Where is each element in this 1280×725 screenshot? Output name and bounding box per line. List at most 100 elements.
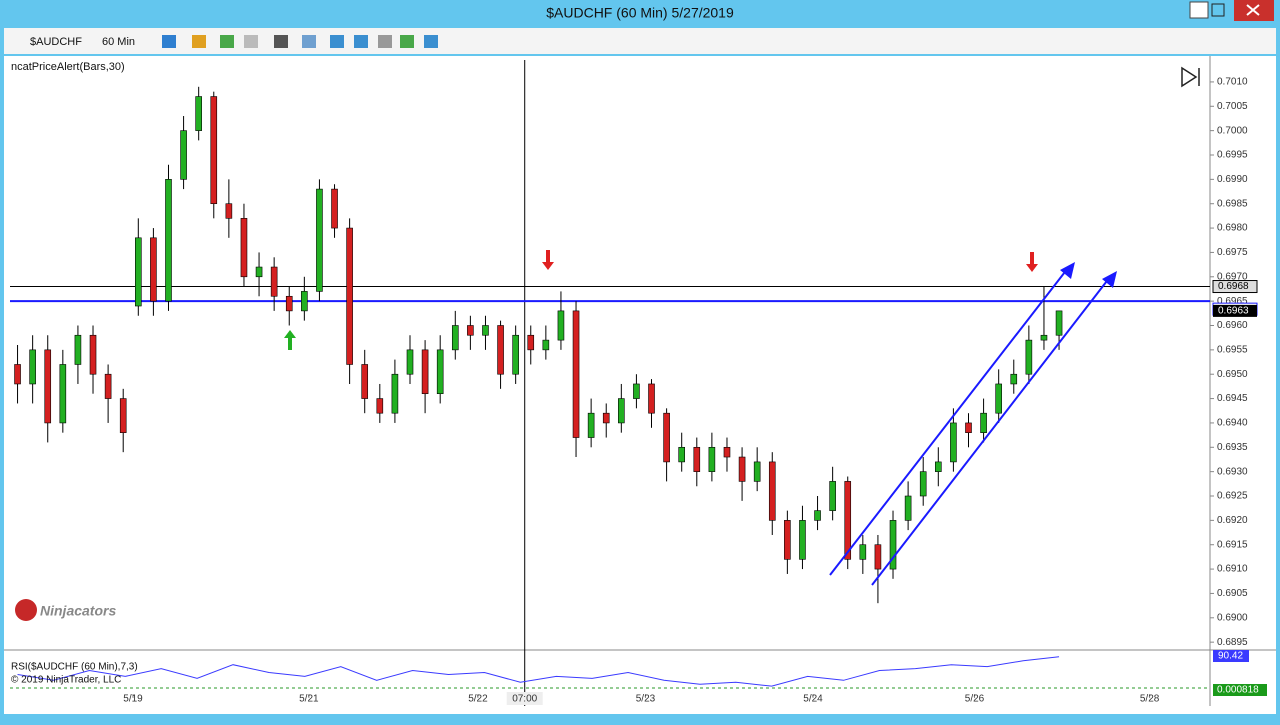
candle-body: [1055, 310, 1063, 336]
candle-body: [482, 325, 489, 336]
y-tick-label: 0.6995: [1217, 150, 1248, 161]
candle-body: [301, 291, 308, 312]
candle-body: [406, 349, 414, 375]
close-icon: [1246, 4, 1260, 16]
tool-icon[interactable]: [378, 35, 392, 48]
arrow-head: [1060, 262, 1075, 279]
candle-body: [451, 325, 459, 351]
scroll-end-button[interactable]: [1181, 66, 1200, 88]
candle-body: [316, 188, 323, 292]
tool-icon[interactable]: [400, 35, 414, 48]
y-tick-label: 0.6975: [1217, 247, 1248, 258]
candle-body: [557, 310, 565, 341]
candle-body: [527, 334, 535, 351]
candle-body: [542, 339, 550, 351]
y-tick-label: 0.6985: [1217, 198, 1248, 209]
y-tick-label: 0.6905: [1217, 588, 1248, 599]
tool-icon[interactable]: [424, 35, 438, 48]
last-price-label: 0.6963: [1218, 306, 1249, 317]
y-tick-label: 0.7010: [1217, 77, 1248, 88]
tool-icon[interactable]: [244, 35, 258, 48]
candle-body: [919, 471, 927, 497]
candle-body: [602, 412, 610, 424]
tool-icon[interactable]: [354, 35, 368, 48]
candle-body: [1010, 373, 1018, 385]
y-tick-label: 0.6945: [1217, 393, 1248, 404]
candle-body: [844, 481, 852, 560]
y-tick-label: 0.6895: [1217, 637, 1248, 648]
arrow-head: [1102, 271, 1117, 288]
tool-icon[interactable]: [302, 35, 316, 48]
minimize-button[interactable]: [1189, 1, 1209, 19]
y-tick-label: 0.6935: [1217, 442, 1248, 453]
rsi-label: RSI($AUDCHF (60 Min),7,3): [11, 662, 138, 673]
candle-body: [618, 398, 625, 424]
alert-down-arrow: [1026, 252, 1038, 272]
candle-body: [255, 266, 263, 278]
candle-body: [376, 398, 384, 414]
x-tick-label: 5/28: [1140, 694, 1160, 705]
y-tick-label: 0.6910: [1217, 564, 1248, 575]
candle-body: [678, 446, 685, 463]
last-price-box: [1213, 304, 1257, 317]
y-tick-label: 0.6955: [1217, 344, 1248, 355]
tool-icon[interactable]: [330, 35, 344, 48]
candle-body: [14, 364, 21, 385]
candle-body: [723, 446, 731, 458]
toolbar-icons: [162, 35, 438, 48]
alert-down-arrow: [542, 250, 554, 270]
candle-body: [738, 456, 746, 482]
candle-body: [135, 237, 142, 307]
candle-body: [995, 383, 1002, 414]
candle-body: [512, 334, 519, 375]
candle-body: [497, 325, 504, 375]
rsi-value-box: [1213, 650, 1249, 662]
tool-icon[interactable]: [162, 35, 176, 48]
rsi-value: 90.42: [1218, 651, 1243, 662]
alert-up-arrow: [284, 330, 296, 350]
x-tick-label: 5/26: [965, 694, 985, 705]
y-tick-label: 0.6980: [1217, 223, 1248, 234]
maximize-button[interactable]: [1211, 3, 1225, 17]
crosshair-label: 07:00: [512, 694, 537, 705]
copyright: © 2019 NinjaTrader, LLC: [11, 675, 121, 686]
candle-body: [104, 373, 112, 399]
y-tick-label: 0.6990: [1217, 174, 1248, 185]
x-tick-label: 5/23: [636, 694, 656, 705]
candle-body: [44, 349, 52, 424]
toolbar: [4, 28, 1276, 54]
candle-body: [119, 398, 127, 433]
y-tick-label: 0.7000: [1217, 125, 1248, 136]
candle-body: [693, 446, 701, 472]
tool-icon[interactable]: [274, 35, 288, 48]
y-tick-label: 0.6915: [1217, 539, 1248, 550]
logo: Ninjacators: [40, 603, 116, 619]
candle-body: [874, 544, 882, 570]
candle-body: [391, 373, 399, 414]
x-tick-label: 5/22: [468, 694, 488, 705]
tool-icon[interactable]: [192, 35, 206, 48]
secondary-value: 0.000818: [1217, 685, 1259, 696]
rsi-line: [17, 656, 1060, 687]
window-title: $AUDCHF (60 Min) 5/27/2019: [546, 5, 734, 21]
y-tick-label: 0.6925: [1217, 491, 1248, 502]
y-tick-label: 0.6940: [1217, 418, 1248, 429]
candle-body: [768, 461, 776, 521]
channel-line: [871, 276, 1111, 586]
instrument-select[interactable]: $AUDCHF: [30, 36, 82, 48]
tool-icon[interactable]: [220, 35, 234, 48]
candle-body: [572, 310, 580, 438]
candle-body: [784, 520, 791, 560]
drawings: [284, 250, 1117, 586]
candle-body: [889, 520, 897, 570]
plot: 0.6895 0.6900 0.6905 0.6910 0.6915 0.6920 0.69…: [10, 60, 1267, 706]
candle-body: [799, 520, 806, 560]
candle-body: [180, 130, 187, 180]
candle-body: [346, 227, 353, 365]
candle-body: [361, 364, 369, 399]
candle-body: [965, 422, 972, 433]
y-tick-label: 0.6960: [1217, 320, 1248, 331]
interval-select[interactable]: 60 Min: [102, 36, 135, 48]
